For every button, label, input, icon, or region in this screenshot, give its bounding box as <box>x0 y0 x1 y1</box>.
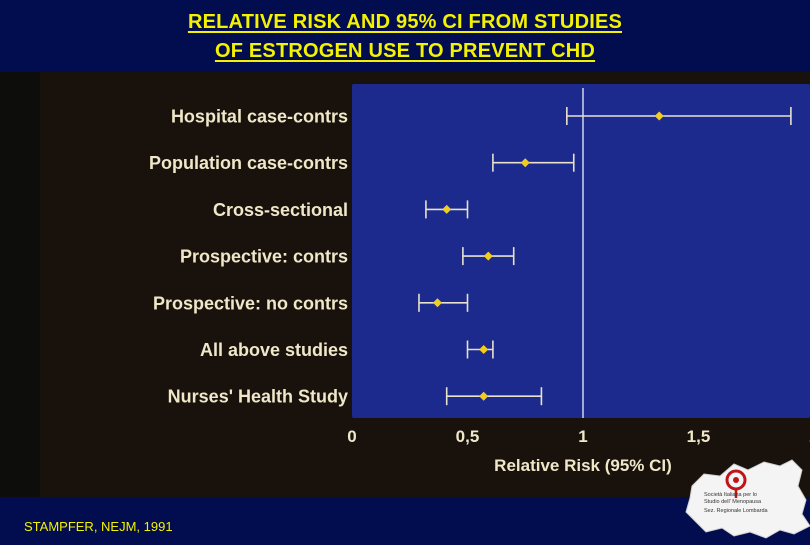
x-tick-label: 1 <box>578 427 587 446</box>
society-logo: Società Italiana per lo Studio dell' Men… <box>684 456 810 540</box>
slide-title-line-1: RELATIVE RISK AND 95% CI FROM STUDIES <box>187 11 623 33</box>
category-label: Prospective: no contrs <box>153 293 348 313</box>
left-dark-strip <box>0 72 40 497</box>
estimate-marker <box>479 345 489 354</box>
x-tick-label: 0,5 <box>456 427 480 446</box>
x-tick-label: 1,5 <box>687 427 711 446</box>
logo-text-line-3: Sez. Regionale Lombarda <box>704 508 768 514</box>
estimate-marker <box>442 204 452 214</box>
category-label: All above studies <box>200 340 348 360</box>
estimate-marker <box>520 158 530 168</box>
category-label: Nurses' Health Study <box>168 387 348 407</box>
estimate-marker <box>654 111 664 121</box>
footer-bar <box>0 497 810 540</box>
x-tick-label: 0 <box>347 427 356 446</box>
category-label: Prospective: contrs <box>180 247 348 267</box>
logo-text-line-2: Studio dell' Menopausa <box>704 499 762 505</box>
category-label: Population case-contrs <box>149 153 348 173</box>
estimate-marker <box>432 298 442 308</box>
category-label: Hospital case-contrs <box>171 107 348 127</box>
logo-text-line-1: Società Italiana per lo <box>704 492 757 498</box>
source-citation: STAMPFER, NEJM, 1991 <box>24 519 173 534</box>
category-label: Cross-sectional <box>213 200 348 220</box>
estimate-marker <box>479 391 489 401</box>
x-axis-label: Relative Risk (95% CI) <box>494 456 672 475</box>
plot-panel <box>352 84 810 418</box>
slide-title-line-2: OF ESTROGEN USE TO PREVENT CHD <box>214 40 596 62</box>
estimate-marker <box>483 251 493 261</box>
header-bar: RELATIVE RISK AND 95% CI FROM STUDIES OF… <box>0 0 810 72</box>
